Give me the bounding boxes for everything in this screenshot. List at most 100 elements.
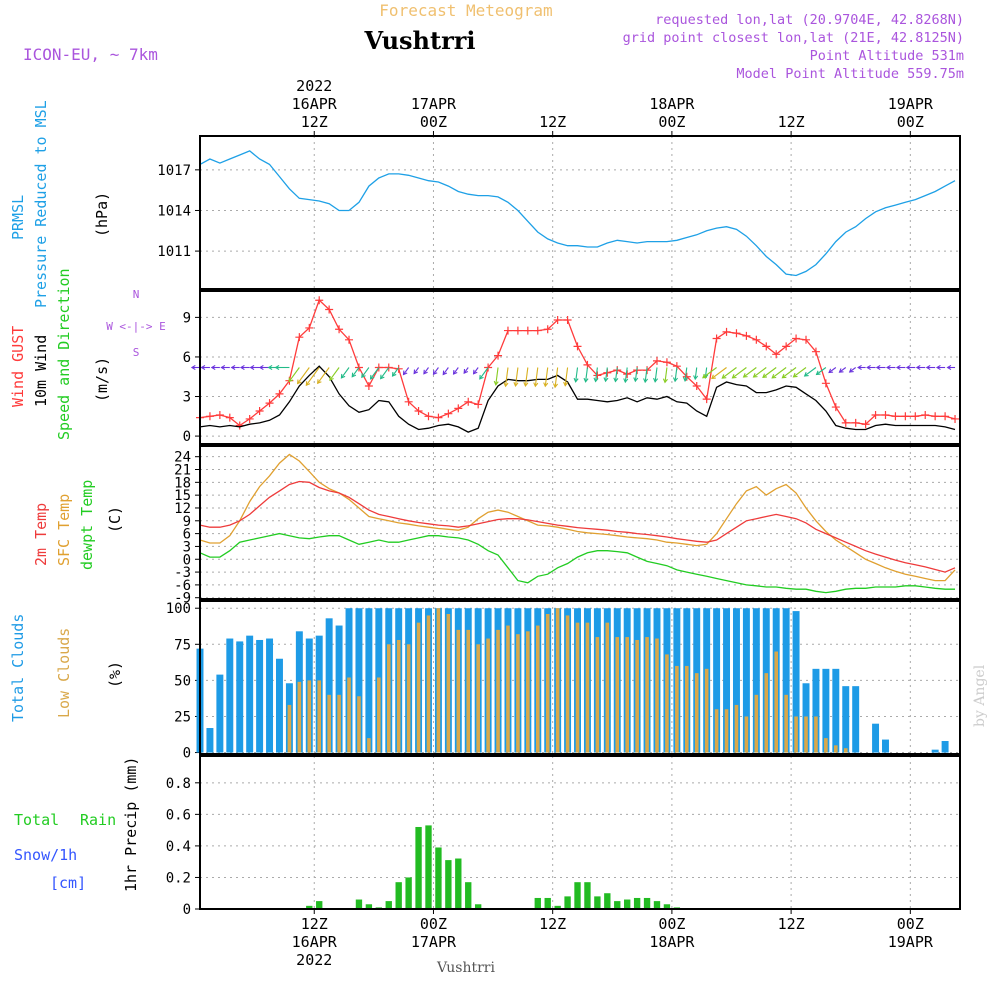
wind-arrow-head: [432, 370, 438, 376]
top-tick-label-3-0: 18APR: [649, 95, 695, 113]
low-cloud-bar: [625, 637, 629, 753]
wind-arrow: [423, 367, 429, 375]
dewpt-label: dewpt Temp: [78, 480, 96, 570]
wind-arrow-head: [672, 377, 679, 383]
rain-bar: [574, 882, 581, 909]
total-cloud-bar: [236, 641, 244, 753]
rain-bar: [653, 901, 661, 909]
wind-arrow-head: [752, 373, 758, 378]
wind-arrow: [732, 367, 747, 379]
precip-unit-label: 1hr Precip (mm): [122, 757, 140, 892]
ytick-label-3-0: 0: [183, 746, 191, 762]
low-cloud-bar: [357, 696, 361, 753]
ytick-label-0-1: 1014: [157, 203, 191, 219]
wind-arrow: [595, 367, 598, 382]
ytick-label-0-2: 1017: [157, 163, 191, 179]
wind-arrow: [711, 367, 727, 379]
wind-arrow: [329, 367, 340, 381]
wind-arrow-head: [267, 364, 273, 371]
top-tick-label-5-1: 00Z: [897, 113, 924, 131]
gust-marker: [901, 412, 910, 421]
wind-arrow-head: [593, 377, 599, 383]
low-cloud-bar: [436, 608, 441, 753]
wind-arrow-head: [781, 373, 787, 379]
wind-arrow-head: [915, 364, 921, 371]
rain-bar: [564, 896, 571, 909]
wind-arrow: [634, 367, 638, 382]
wind-arrow-head: [662, 378, 668, 384]
gust-marker: [811, 347, 820, 356]
gust-marker: [205, 412, 214, 421]
low-cloud-bar: [704, 668, 709, 753]
gust-marker: [831, 403, 840, 412]
gust-marker: [573, 342, 582, 351]
rain-bar: [614, 901, 621, 909]
gust-marker: [593, 371, 602, 380]
wind-arrow-head: [329, 376, 334, 381]
wind-arrow-head: [946, 364, 952, 371]
wind-arrow-head: [413, 369, 419, 375]
ytick-label-3-2: 50: [174, 673, 191, 689]
wind-arrow-head: [762, 373, 768, 379]
wind-arrow: [534, 367, 539, 387]
low-cloud-bar: [843, 748, 848, 753]
gust-marker: [821, 379, 830, 388]
wind-arrow-head: [369, 374, 375, 380]
gust-marker: [652, 356, 661, 365]
low-cloud-bar: [655, 638, 659, 753]
low-cloud-bar: [396, 639, 401, 753]
low-cloud-bar: [714, 709, 719, 753]
total-cloud-bar: [266, 638, 274, 753]
total-cloud-bar: [732, 608, 740, 753]
wind-arrow: [433, 367, 439, 375]
low-cloud-bar: [307, 680, 312, 753]
low-cloud-bar: [585, 622, 590, 753]
gust-marker: [861, 420, 870, 429]
temp2m-label: 2m Temp: [32, 503, 50, 566]
ytick-label-4-4: 0.8: [166, 776, 191, 792]
temp2m-line: [199, 480, 956, 573]
low-cloud-bar: [824, 738, 828, 753]
gust-marker: [881, 410, 890, 419]
rain-bar: [385, 901, 392, 909]
wind-arrow: [317, 367, 330, 384]
gust-marker: [533, 326, 542, 335]
bottom-tick-label-1-0: 00Z: [420, 915, 447, 933]
gust-marker: [742, 331, 751, 340]
total-cloud-label: Total Clouds: [9, 614, 27, 722]
low-cloud-bar: [486, 638, 490, 753]
gust-marker: [941, 412, 950, 421]
gust-marker: [464, 397, 473, 406]
gust-marker: [802, 335, 811, 344]
wind-arrow: [684, 367, 688, 381]
total-cloud-bar: [325, 618, 333, 753]
wind-arrow: [674, 367, 678, 382]
frame-temperature: [199, 445, 961, 600]
ytick-label-2-4: 3: [183, 539, 191, 555]
bottom-tick-label-5-0: 00Z: [897, 915, 924, 933]
low-cloud-bar: [724, 709, 729, 753]
bottom-tick-label-3-1: 18APR: [649, 933, 695, 951]
wind-arrow-head: [623, 378, 629, 384]
low-cloud-bar: [516, 634, 520, 753]
low-cloud-bar: [317, 680, 322, 753]
total-cloud-bar: [216, 674, 224, 753]
low-cloud-bar: [526, 631, 530, 753]
snow-unit-label: [cm]: [50, 874, 86, 892]
wind-arrow-head: [463, 369, 469, 374]
wind-unit-label: (m/s): [93, 357, 111, 402]
gust-marker: [404, 397, 413, 406]
wind-arrow: [463, 367, 469, 374]
wind-arrow: [361, 367, 370, 378]
wind-arrow-head: [210, 364, 216, 371]
wind-arrow-head: [702, 373, 707, 379]
wind-arrow-head: [305, 381, 311, 387]
low-cloud-bar: [685, 665, 689, 753]
wind-arrow: [297, 367, 310, 384]
gust-marker: [891, 412, 900, 421]
gust-marker: [245, 414, 254, 423]
bottom-tick-label-2-0: 12Z: [539, 915, 566, 933]
gust-marker: [345, 335, 354, 344]
rain-bar: [633, 897, 641, 909]
frame-clouds: [199, 600, 961, 755]
